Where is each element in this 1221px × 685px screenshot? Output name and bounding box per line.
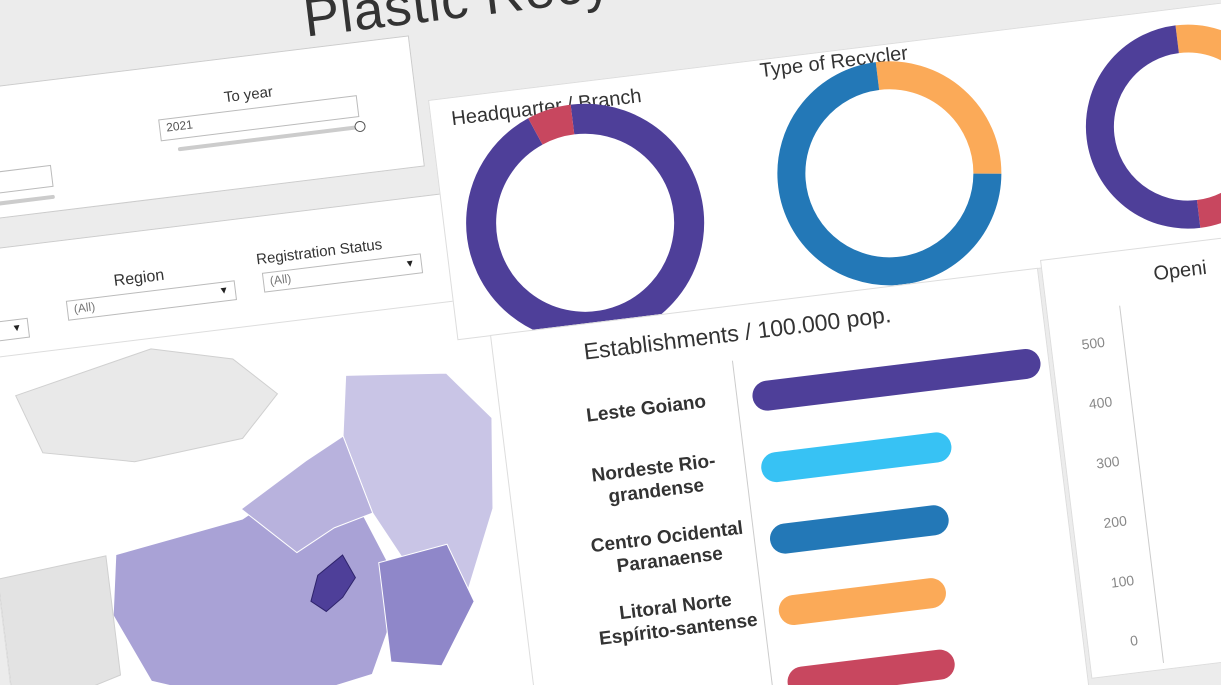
bar-0[interactable]: [751, 347, 1042, 412]
bar-4[interactable]: [786, 648, 957, 685]
openings-tick-1: 400: [1087, 393, 1114, 413]
region-select-value: (All): [73, 299, 96, 316]
donut-hq-branch-slice-1[interactable]: [528, 104, 575, 145]
left-filter-select[interactable]: ▼: [0, 317, 31, 343]
chevron-down-icon: ▼: [11, 322, 23, 335]
establishments-bars[interactable]: [491, 269, 1091, 685]
bar-3[interactable]: [777, 576, 948, 626]
openings-tick-4: 100: [1109, 571, 1136, 591]
map-region-leste-goiano[interactable]: [306, 554, 359, 613]
openings-tick-5: 0: [1129, 631, 1139, 649]
bar-1[interactable]: [760, 431, 954, 484]
chevron-down-icon: ▼: [404, 258, 416, 271]
donut-third-slice-0[interactable]: [1175, 24, 1221, 63]
from-year-input[interactable]: [0, 164, 54, 196]
openings-tick-2: 300: [1095, 452, 1121, 472]
brazil-map[interactable]: [0, 297, 536, 685]
openings-chart-title: Openi: [1152, 256, 1208, 286]
map-region-west[interactable]: [234, 434, 376, 559]
to-year-label: To year: [222, 83, 274, 107]
from-year-slider[interactable]: [0, 194, 56, 206]
region-label: Region: [112, 266, 166, 290]
openings-axis-line: [1119, 305, 1165, 664]
to-year-slider-handle[interactable]: [353, 120, 367, 133]
map-land-north: [14, 348, 279, 463]
map-region-southeast[interactable]: [378, 542, 482, 672]
donut-third-slice-4[interactable]: [1085, 25, 1201, 229]
donut-hq-branch-slice-0[interactable]: [466, 103, 705, 340]
donut-recycler-type-slice-1[interactable]: [777, 62, 1002, 286]
registration-status-select-value: (All): [269, 271, 292, 288]
establishments-panel: Establishments / 100.000 pop. Leste Goia…: [490, 267, 1092, 685]
openings-tick-3: 200: [1102, 512, 1128, 532]
chevron-down-icon: ▼: [218, 285, 230, 298]
openings-tick-0: 500: [1080, 333, 1106, 353]
map-region-grey-west: [0, 555, 122, 685]
donut-recycler-type-slice-0[interactable]: [875, 61, 1002, 185]
filter-year-panel: To year 2021: [0, 35, 425, 220]
map-panel: [0, 296, 538, 685]
bar-2[interactable]: [768, 504, 950, 556]
donut-third-slice-3[interactable]: [1191, 140, 1221, 228]
